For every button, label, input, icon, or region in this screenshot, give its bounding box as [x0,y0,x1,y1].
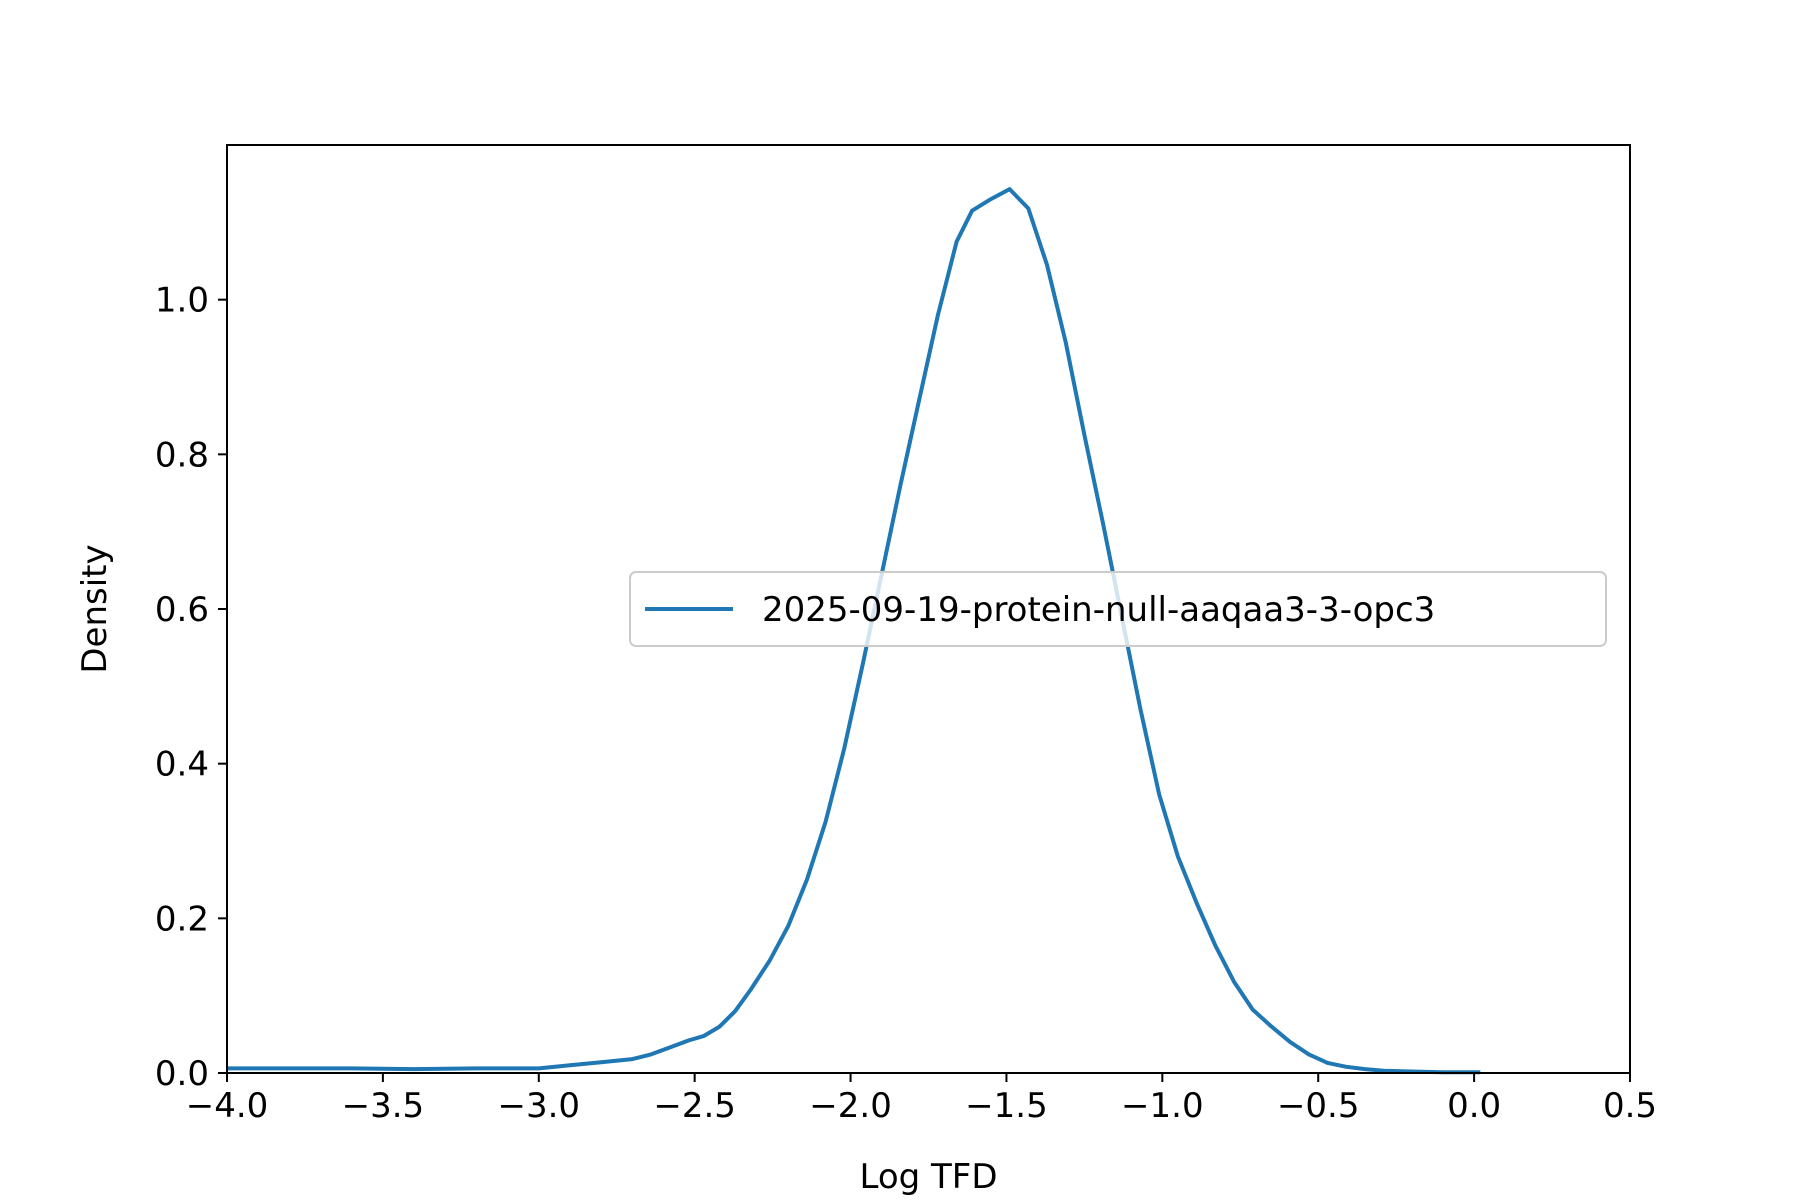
y-tick-label: 0.8 [155,435,209,475]
x-tick-label: 0.0 [1447,1086,1501,1126]
legend: 2025-09-19-protein-null-aaqaa3-3-opc3 [629,571,1607,647]
legend-box [629,571,1607,647]
x-tick-label: 0.5 [1603,1086,1657,1126]
y-axis-label: Density [75,544,115,673]
x-tick-label: −1.5 [965,1086,1048,1126]
y-tick-label: 1.0 [155,281,209,321]
x-tick-label: −2.5 [653,1086,736,1126]
y-tick-label: 0.2 [155,899,209,939]
y-axis-ticks: 0.0 0.2 0.4 0.6 0.8 1.0 [155,281,227,1094]
x-tick-label: −1.0 [1121,1086,1204,1126]
x-tick-label: −4.0 [186,1086,269,1126]
x-tick-label: −0.5 [1277,1086,1360,1126]
y-tick-label: 0.0 [155,1054,209,1094]
x-axis-ticks: −4.0 −3.5 −3.0 −2.5 −2.0 −1.5 −1.0 −0.5 0.0 0.5 [186,1073,1657,1126]
series-layer [227,187,1481,1075]
x-tick-label: −3.0 [497,1086,580,1126]
x-axis-label: Log TFD [859,1157,997,1197]
x-tick-label: −3.5 [342,1086,425,1126]
y-tick-label: 0.6 [155,590,209,630]
x-tick-label: −2.0 [809,1086,892,1126]
legend-label: 2025-09-19-protein-null-aaqaa3-3-opc3 [762,590,1435,630]
density-series-line [227,187,1481,1075]
y-tick-label: 0.4 [155,745,209,785]
